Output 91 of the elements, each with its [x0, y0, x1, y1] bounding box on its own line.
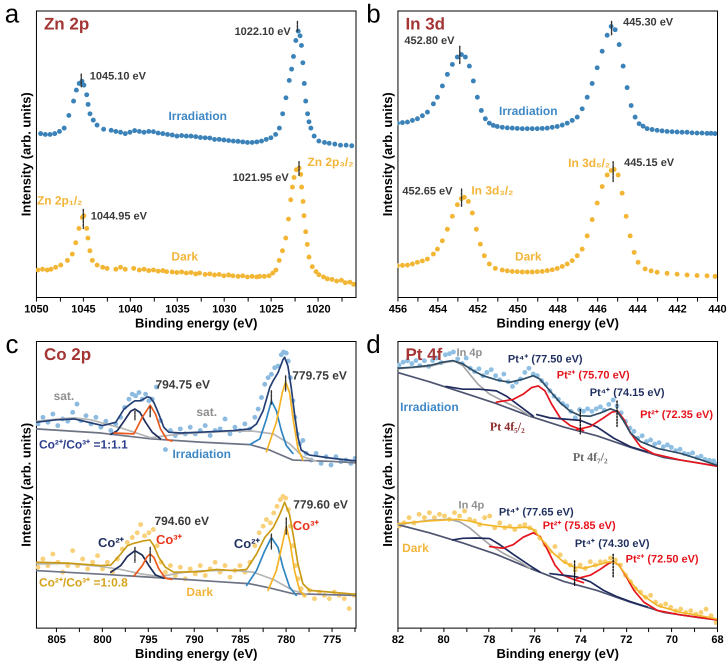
annotation: Co³⁺: [292, 518, 320, 534]
x-tick-label: 448: [548, 304, 567, 316]
x-tick-label: 1025: [259, 304, 284, 316]
annotation: Dark: [402, 540, 430, 555]
y-axis-title: Intensity (arb. units): [18, 422, 34, 547]
x-tick-label: 456: [388, 304, 408, 316]
annotation: In 3d₃/₂: [471, 184, 514, 198]
annotation: In 4p: [458, 499, 484, 512]
annotation: Irradiation: [400, 400, 459, 414]
annotation: Dark: [186, 585, 214, 600]
annotation: Dark: [171, 250, 198, 264]
x-tick-label: 775: [322, 634, 342, 646]
annotation: Pt⁴⁺ (74.30 eV): [574, 538, 650, 550]
x-tick-label: 1035: [165, 304, 190, 316]
annotation: 779.60 eV: [293, 497, 348, 512]
x-tick-label: 446: [588, 304, 607, 316]
annotation: Pt⁴⁺ (77.65 eV): [498, 506, 574, 518]
annotation: 452.80 eV: [404, 34, 456, 47]
x-tick-label: 785: [231, 634, 250, 646]
chart-title: c: [5, 328, 18, 359]
annotation: Irradiation: [168, 108, 227, 123]
x-axis-title: Binding energy (eV): [134, 646, 258, 662]
x-tick-label: 1030: [212, 304, 237, 316]
x-tick-label: 444: [628, 304, 648, 316]
x-tick-label: 72: [620, 634, 632, 646]
x-axis-title: Binding energy (eV): [496, 646, 619, 662]
chart-subtitle: In 3d: [405, 14, 446, 34]
annotation: In 4p: [456, 346, 482, 359]
y-axis-title: Intensity (arb. units): [18, 92, 34, 216]
x-tick-label: 1020: [306, 304, 331, 316]
x-tick-label: 454: [428, 304, 448, 316]
annotation: Co²⁺/Co³⁺ =1:1.1: [38, 437, 128, 452]
x-tick-label: 76: [528, 634, 542, 646]
x-tick-label: 82: [392, 634, 404, 646]
x-tick-label: 1045: [71, 304, 96, 316]
x-tick-label: 452: [468, 304, 487, 316]
annotation: 1045.10 eV: [90, 70, 147, 82]
annotation: Pt 4f₅/₂: [490, 420, 526, 434]
x-tick-label: 805: [47, 634, 66, 646]
annotation: 452.65 eV: [402, 186, 454, 198]
annotation: Co²⁺: [234, 536, 260, 551]
chart-subtitle: Zn 2p: [44, 14, 90, 34]
x-tick-label: 790: [185, 634, 204, 646]
x-tick-label: 70: [666, 634, 678, 646]
x-tick-label: 450: [508, 304, 527, 316]
annotation: Pt²⁺ (75.85 eV): [542, 520, 616, 532]
chart-title: b: [366, 0, 381, 28]
annotation: 1022.10 eV: [234, 26, 292, 38]
annotation: Pt²⁺ (75.70 eV): [556, 369, 630, 382]
annotation: Co²⁺/Co³⁺ =1:0.8: [38, 575, 128, 590]
annotation: In 3d₅/₂: [568, 156, 610, 170]
annotation: 1021.95 eV: [232, 172, 290, 184]
annotation: Pt⁴⁺ (77.50 eV): [508, 354, 583, 366]
annotation: Pt²⁺ (72.50 eV): [626, 554, 699, 566]
annotation: 445.30 eV: [623, 16, 674, 28]
annotation: Pt²⁺ (72.35 eV): [640, 408, 714, 421]
chart-title: d: [366, 328, 381, 359]
x-tick-label: 440: [708, 304, 727, 316]
x-axis-title: Binding energy (eV): [496, 316, 619, 331]
x-tick-label: 68: [711, 634, 724, 646]
chart-title: a: [4, 0, 20, 28]
annotation: sat.: [54, 389, 74, 404]
x-tick-label: 1040: [118, 304, 143, 316]
x-tick-label: 78: [483, 634, 496, 646]
annotation: Dark: [514, 250, 542, 264]
annotation: Pt⁴⁺ (74.15 eV): [590, 387, 665, 400]
annotation: sat.: [196, 404, 218, 419]
annotation: Irradiation: [499, 104, 558, 118]
chart-subtitle: Co 2p: [44, 344, 92, 364]
annotation: 445.15 eV: [624, 157, 675, 170]
y-axis-title: Intensity (arb. units): [380, 92, 395, 216]
x-tick-label: 74: [574, 634, 588, 646]
annotation: 794.75 eV: [155, 377, 210, 392]
annotation: 794.60 eV: [154, 514, 210, 528]
x-axis-title: Binding energy (eV): [134, 316, 258, 331]
annotation: Irradiation: [172, 447, 231, 462]
x-tick-label: 800: [93, 634, 112, 646]
x-tick-label: 442: [668, 304, 687, 316]
y-axis-title: Intensity (arb. units): [380, 422, 395, 547]
annotation: Co²⁺: [98, 534, 125, 550]
x-tick-label: 795: [139, 634, 158, 646]
annotation: Pt 4f₇/₂: [572, 450, 608, 464]
x-tick-label: 780: [277, 634, 296, 646]
chart-subtitle: Pt 4f: [405, 344, 443, 364]
annotation: 779.75 eV: [292, 368, 347, 382]
annotation: Zn 2p₃/₂: [307, 155, 354, 170]
x-tick-label: 1050: [24, 304, 49, 316]
annotation: 1044.95 eV: [90, 210, 148, 222]
annotation: Co³⁺: [156, 532, 183, 547]
annotation: Zn 2p₁/₂: [36, 194, 82, 208]
x-tick-label: 80: [438, 634, 450, 646]
